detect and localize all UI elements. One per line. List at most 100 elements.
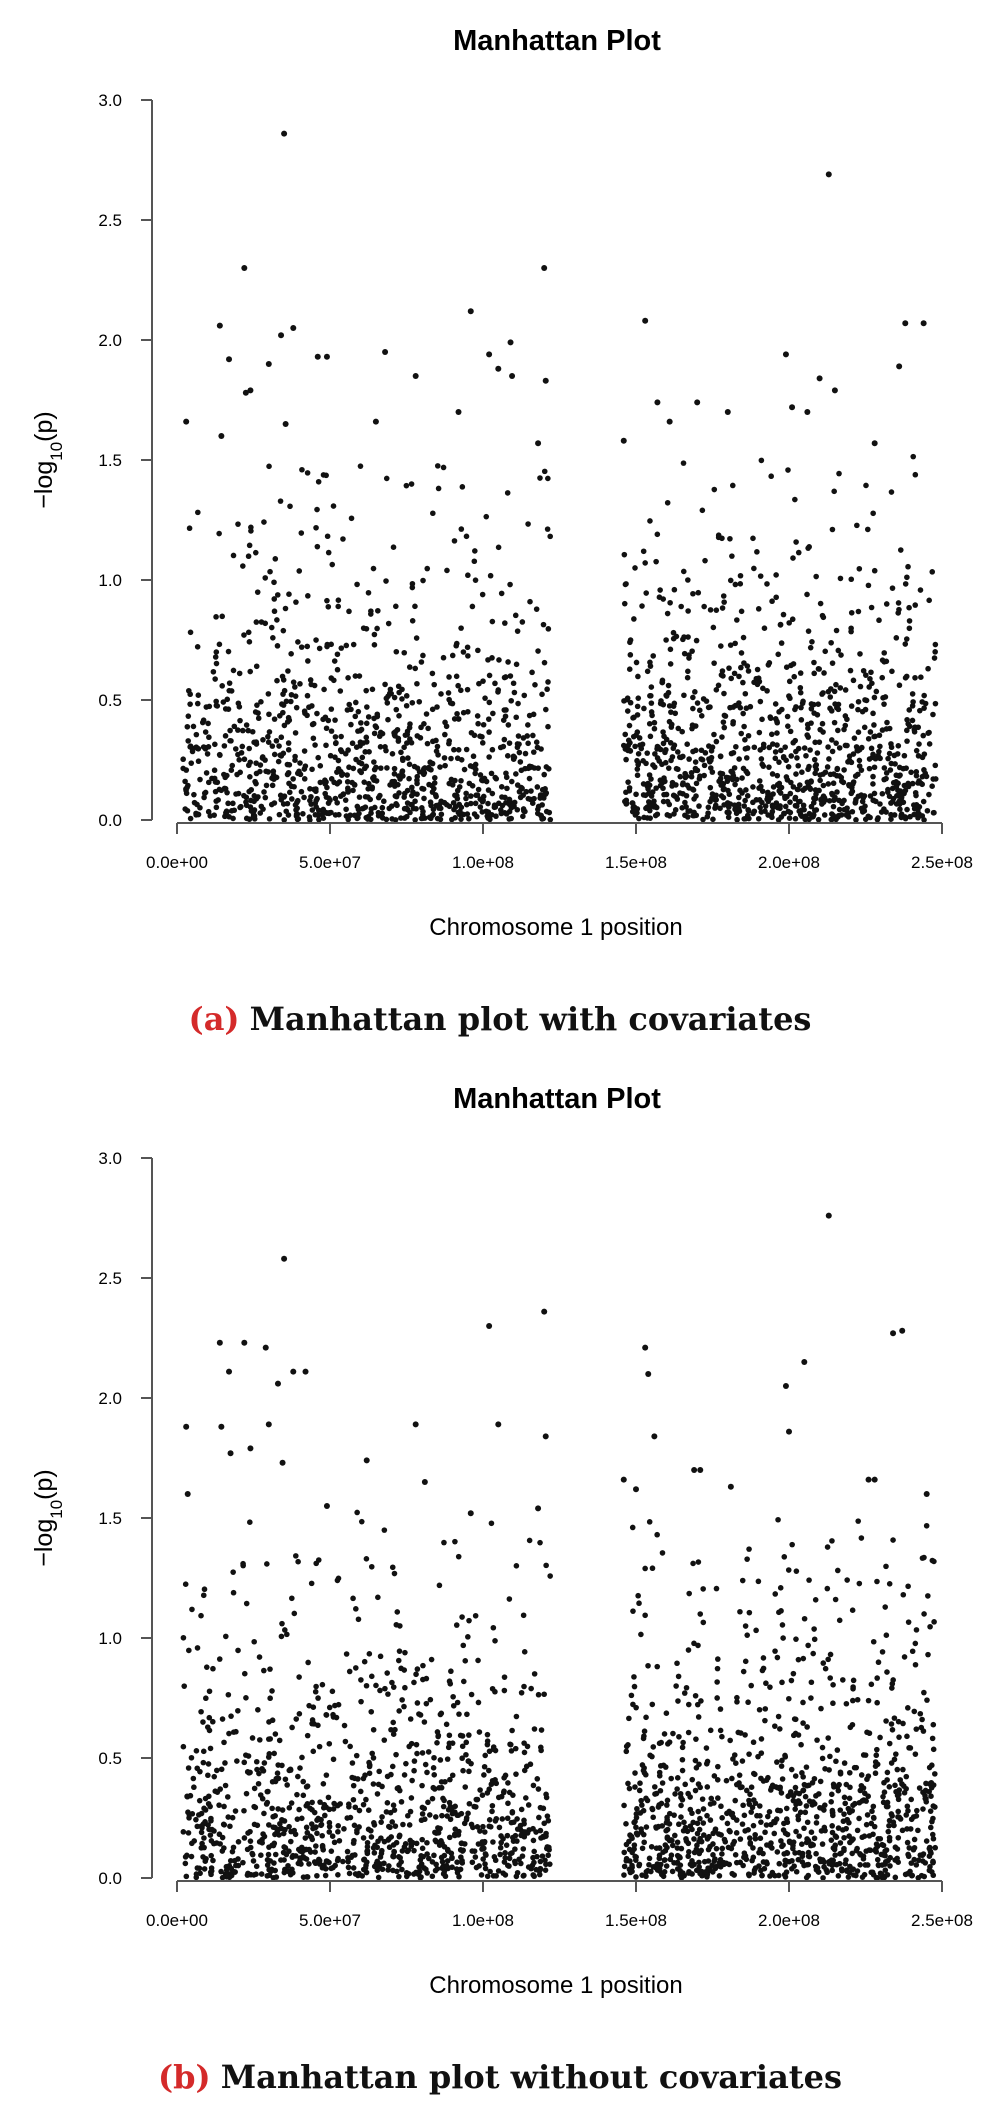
snp-point — [274, 643, 281, 649]
snp-point — [486, 672, 493, 679]
snp-point — [689, 1871, 695, 1877]
snp-point — [417, 1712, 424, 1718]
snp-point — [912, 471, 919, 478]
snp-point — [332, 734, 339, 740]
snp-point — [298, 530, 305, 536]
snp-point — [817, 600, 824, 607]
snp-point — [299, 1849, 306, 1855]
snp-point — [886, 1581, 893, 1587]
snp-point — [884, 1871, 891, 1878]
snp-point — [757, 1846, 764, 1853]
snp-point — [333, 740, 339, 746]
snp-point — [640, 1735, 647, 1742]
snp-point — [298, 644, 305, 650]
snp-point — [203, 1664, 210, 1670]
snp-point — [409, 699, 416, 706]
snp-point — [635, 695, 642, 701]
snp-point — [193, 1748, 200, 1754]
snp-point — [904, 727, 910, 734]
snp-point — [480, 721, 487, 728]
snp-point — [279, 1459, 286, 1466]
snp-point — [312, 742, 318, 748]
snp-point — [356, 1870, 362, 1877]
snp-point — [240, 1562, 246, 1569]
snp-point — [700, 1619, 707, 1626]
snp-point — [703, 1745, 710, 1751]
snp-point — [834, 1567, 841, 1574]
snp-point — [454, 1699, 461, 1706]
snp-point — [180, 1829, 187, 1835]
snp-point — [488, 770, 495, 777]
snp-point — [905, 780, 911, 787]
snp-point — [879, 1649, 886, 1655]
snp-point — [731, 802, 738, 808]
snp-point — [271, 1750, 277, 1757]
snp-point — [538, 1835, 544, 1841]
snp-point — [743, 1787, 750, 1794]
snp-point — [798, 704, 804, 711]
snp-point — [691, 1836, 697, 1842]
snp-point — [260, 1831, 266, 1837]
snp-point — [252, 1804, 259, 1811]
snp-point — [835, 1873, 842, 1879]
snp-point — [314, 1872, 320, 1879]
snp-point — [223, 1867, 230, 1873]
snp-point — [518, 1806, 525, 1813]
snp-point — [206, 734, 212, 741]
snp-point — [913, 1726, 920, 1732]
snp-point — [265, 1421, 272, 1428]
snp-point — [698, 747, 705, 754]
snp-point — [304, 470, 311, 476]
snp-point — [765, 1813, 771, 1820]
snp-point — [268, 624, 275, 631]
snp-point — [208, 1837, 215, 1844]
snp-point — [458, 526, 465, 532]
snp-point — [427, 1696, 434, 1703]
snp-point — [542, 1867, 549, 1873]
snp-point — [246, 639, 253, 645]
snp-point — [350, 641, 357, 648]
snp-point — [673, 1683, 679, 1689]
snp-point — [743, 787, 749, 793]
snp-point — [253, 780, 259, 787]
snp-point — [235, 1838, 242, 1845]
snp-point — [738, 650, 745, 656]
snp-point — [779, 1622, 786, 1628]
snp-point — [643, 590, 650, 596]
snp-point — [848, 628, 854, 635]
snp-point — [423, 711, 430, 717]
snp-point — [441, 1852, 448, 1859]
snp-point — [539, 1853, 546, 1859]
snp-point — [792, 1784, 799, 1791]
snp-point — [198, 1612, 204, 1619]
snp-point — [797, 670, 804, 676]
snp-point — [854, 522, 860, 529]
x-tick-label: 1.0e+08 — [452, 853, 514, 872]
snp-point — [230, 667, 237, 674]
snp-point — [459, 1614, 465, 1620]
snp-point — [836, 1781, 842, 1788]
snp-point — [335, 1701, 342, 1708]
snp-point — [371, 631, 378, 638]
snp-point — [493, 813, 499, 820]
snp-point — [497, 1844, 504, 1851]
snp-point — [778, 814, 785, 820]
snp-point — [264, 1788, 271, 1795]
snp-point — [633, 1486, 639, 1493]
snp-point — [623, 581, 629, 587]
snp-point — [521, 1817, 527, 1824]
snp-point — [636, 1862, 642, 1869]
snp-point — [432, 792, 439, 798]
snp-point — [751, 744, 758, 751]
snp-point — [692, 747, 699, 754]
snp-point — [211, 1828, 217, 1834]
snp-point — [250, 1858, 257, 1864]
snp-point — [736, 756, 742, 762]
snp-point — [344, 778, 351, 785]
snp-point — [770, 804, 777, 810]
snp-point — [805, 734, 812, 740]
snp-point — [699, 1796, 706, 1802]
snp-point — [477, 733, 483, 740]
snp-point — [814, 750, 821, 756]
snp-point — [737, 1730, 744, 1736]
